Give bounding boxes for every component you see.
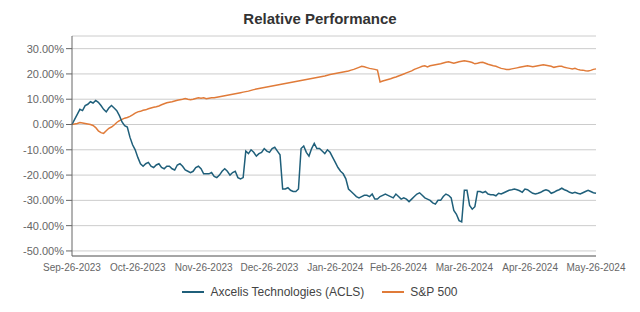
svg-text:Sep-26-2023: Sep-26-2023 (43, 262, 101, 273)
svg-text:-40.00%: -40.00% (23, 220, 64, 232)
svg-text:10.00%: 10.00% (27, 93, 65, 105)
svg-text:-10.00%: -10.00% (23, 144, 64, 156)
svg-text:-30.00%: -30.00% (23, 194, 64, 206)
html-text:Relative Performance: Relative Performance (243, 10, 397, 27)
svg-text:Feb-26-2024: Feb-26-2024 (370, 262, 428, 273)
svg-text:20.00%: 20.00% (27, 68, 65, 80)
svg-text:-50.00%: -50.00% (23, 245, 64, 257)
svg-text:Nov-26-2023: Nov-26-2023 (175, 262, 233, 273)
svg-text:0.00%: 0.00% (33, 118, 64, 130)
svg-text:Oct-26-2023: Oct-26-2023 (110, 262, 166, 273)
svg-text:Mar-26-2024: Mar-26-2024 (436, 262, 494, 273)
html-text:Axcelis Technologies (ACLS): Axcelis Technologies (ACLS) (210, 285, 365, 299)
svg-text:Jan-26-2024: Jan-26-2024 (307, 262, 364, 273)
svg-text:Apr-26-2024: Apr-26-2024 (502, 262, 558, 273)
svg-text:30.00%: 30.00% (27, 43, 65, 55)
svg-text:May-26-2024: May-26-2024 (567, 262, 626, 273)
svg-text:Dec-26-2023: Dec-26-2023 (241, 262, 299, 273)
svg-text:-20.00%: -20.00% (23, 169, 64, 181)
html-text:S&P 500: S&P 500 (410, 285, 458, 299)
